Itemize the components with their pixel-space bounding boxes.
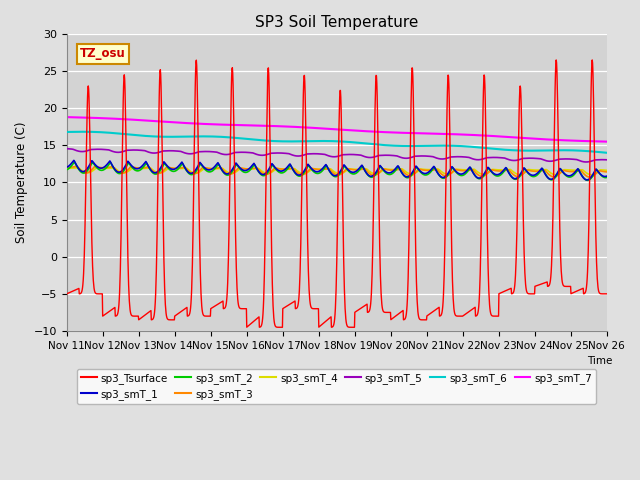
sp3_smT_1: [371, 172, 378, 178]
sp3_smT_7: [370, 129, 378, 134]
sp3_smT_6: [303, 138, 311, 144]
sp3_smT_5: [370, 154, 378, 160]
sp3_Tsurface: [292, 306, 300, 312]
Text: Time: Time: [587, 356, 612, 366]
sp3_smT_2: [292, 171, 300, 177]
sp3_smT_1: [70, 157, 77, 163]
Line: sp3_smT_1: sp3_smT_1: [67, 160, 607, 180]
sp3_smT_6: [371, 142, 378, 147]
sp3_smT_4: [105, 166, 113, 171]
sp3_smT_3: [371, 172, 378, 178]
sp3_smT_2: [63, 167, 70, 172]
sp3_smT_7: [303, 125, 311, 131]
sp3_Tsurface: [303, 197, 311, 203]
sp3_Tsurface: [313, 306, 321, 312]
sp3_smT_5: [582, 159, 590, 165]
sp3_smT_2: [71, 159, 79, 165]
sp3_smT_1: [303, 163, 311, 168]
Line: sp3_smT_3: sp3_smT_3: [67, 166, 607, 177]
sp3_smT_3: [313, 167, 321, 172]
Line: sp3_smT_5: sp3_smT_5: [67, 149, 607, 162]
sp3_Tsurface: [63, 291, 70, 297]
sp3_smT_2: [127, 163, 134, 168]
sp3_smT_5: [104, 147, 112, 153]
sp3_smT_3: [303, 169, 311, 175]
sp3_smT_3: [292, 169, 300, 175]
sp3_smT_2: [371, 173, 378, 179]
sp3_smT_6: [105, 130, 113, 135]
sp3_Tsurface: [588, 57, 596, 63]
sp3_Tsurface: [351, 324, 358, 330]
sp3_smT_4: [303, 170, 311, 176]
sp3_smT_1: [127, 162, 134, 168]
sp3_smT_4: [603, 168, 611, 173]
sp3_Tsurface: [371, 152, 378, 157]
sp3_smT_5: [603, 157, 611, 163]
sp3_smT_7: [104, 116, 112, 121]
sp3_smT_2: [603, 175, 611, 180]
sp3_smT_3: [105, 165, 113, 170]
sp3_smT_4: [292, 167, 300, 173]
sp3_smT_5: [303, 151, 311, 157]
sp3_smT_7: [127, 117, 134, 122]
sp3_smT_3: [127, 164, 134, 169]
sp3_smT_1: [63, 164, 70, 170]
Legend: sp3_Tsurface, sp3_smT_1, sp3_smT_2, sp3_smT_3, sp3_smT_4, sp3_smT_5, sp3_smT_6, : sp3_Tsurface, sp3_smT_1, sp3_smT_2, sp3_…: [77, 369, 596, 404]
sp3_smT_2: [313, 170, 321, 176]
sp3_smT_4: [127, 167, 134, 172]
sp3_smT_3: [603, 169, 611, 175]
sp3_Tsurface: [603, 291, 611, 297]
Y-axis label: Soil Temperature (C): Soil Temperature (C): [15, 122, 28, 243]
sp3_smT_3: [63, 165, 70, 170]
sp3_smT_5: [127, 147, 134, 153]
sp3_smT_7: [63, 114, 70, 120]
sp3_smT_1: [105, 159, 113, 165]
sp3_smT_1: [603, 173, 611, 179]
sp3_smT_6: [79, 129, 86, 134]
sp3_smT_6: [63, 129, 70, 135]
Text: TZ_osu: TZ_osu: [80, 48, 126, 60]
sp3_smT_1: [292, 171, 300, 177]
sp3_smT_2: [584, 178, 591, 183]
Line: sp3_Tsurface: sp3_Tsurface: [67, 60, 607, 327]
Title: SP3 Soil Temperature: SP3 Soil Temperature: [255, 15, 419, 30]
Line: sp3_smT_7: sp3_smT_7: [67, 117, 607, 142]
sp3_smT_5: [292, 153, 300, 159]
sp3_smT_6: [603, 150, 611, 156]
Line: sp3_smT_2: sp3_smT_2: [67, 162, 607, 180]
sp3_smT_4: [588, 172, 595, 178]
sp3_smT_7: [603, 139, 611, 144]
sp3_smT_2: [105, 162, 113, 168]
sp3_Tsurface: [127, 309, 134, 315]
sp3_smT_1: [313, 169, 321, 175]
sp3_smT_3: [73, 163, 81, 169]
sp3_smT_6: [127, 132, 134, 138]
sp3_smT_2: [303, 165, 311, 170]
Line: sp3_smT_6: sp3_smT_6: [67, 132, 607, 153]
sp3_smT_6: [313, 138, 321, 144]
sp3_smT_7: [313, 125, 321, 131]
sp3_smT_7: [292, 124, 300, 130]
sp3_smT_4: [371, 171, 378, 177]
sp3_smT_5: [63, 146, 70, 152]
sp3_smT_4: [75, 165, 83, 170]
sp3_smT_1: [583, 177, 591, 183]
sp3_smT_3: [586, 174, 593, 180]
sp3_smT_4: [313, 166, 321, 172]
Line: sp3_smT_4: sp3_smT_4: [67, 168, 607, 175]
sp3_smT_4: [63, 165, 70, 171]
sp3_smT_6: [292, 139, 300, 144]
sp3_Tsurface: [104, 309, 112, 315]
sp3_smT_5: [313, 151, 321, 156]
